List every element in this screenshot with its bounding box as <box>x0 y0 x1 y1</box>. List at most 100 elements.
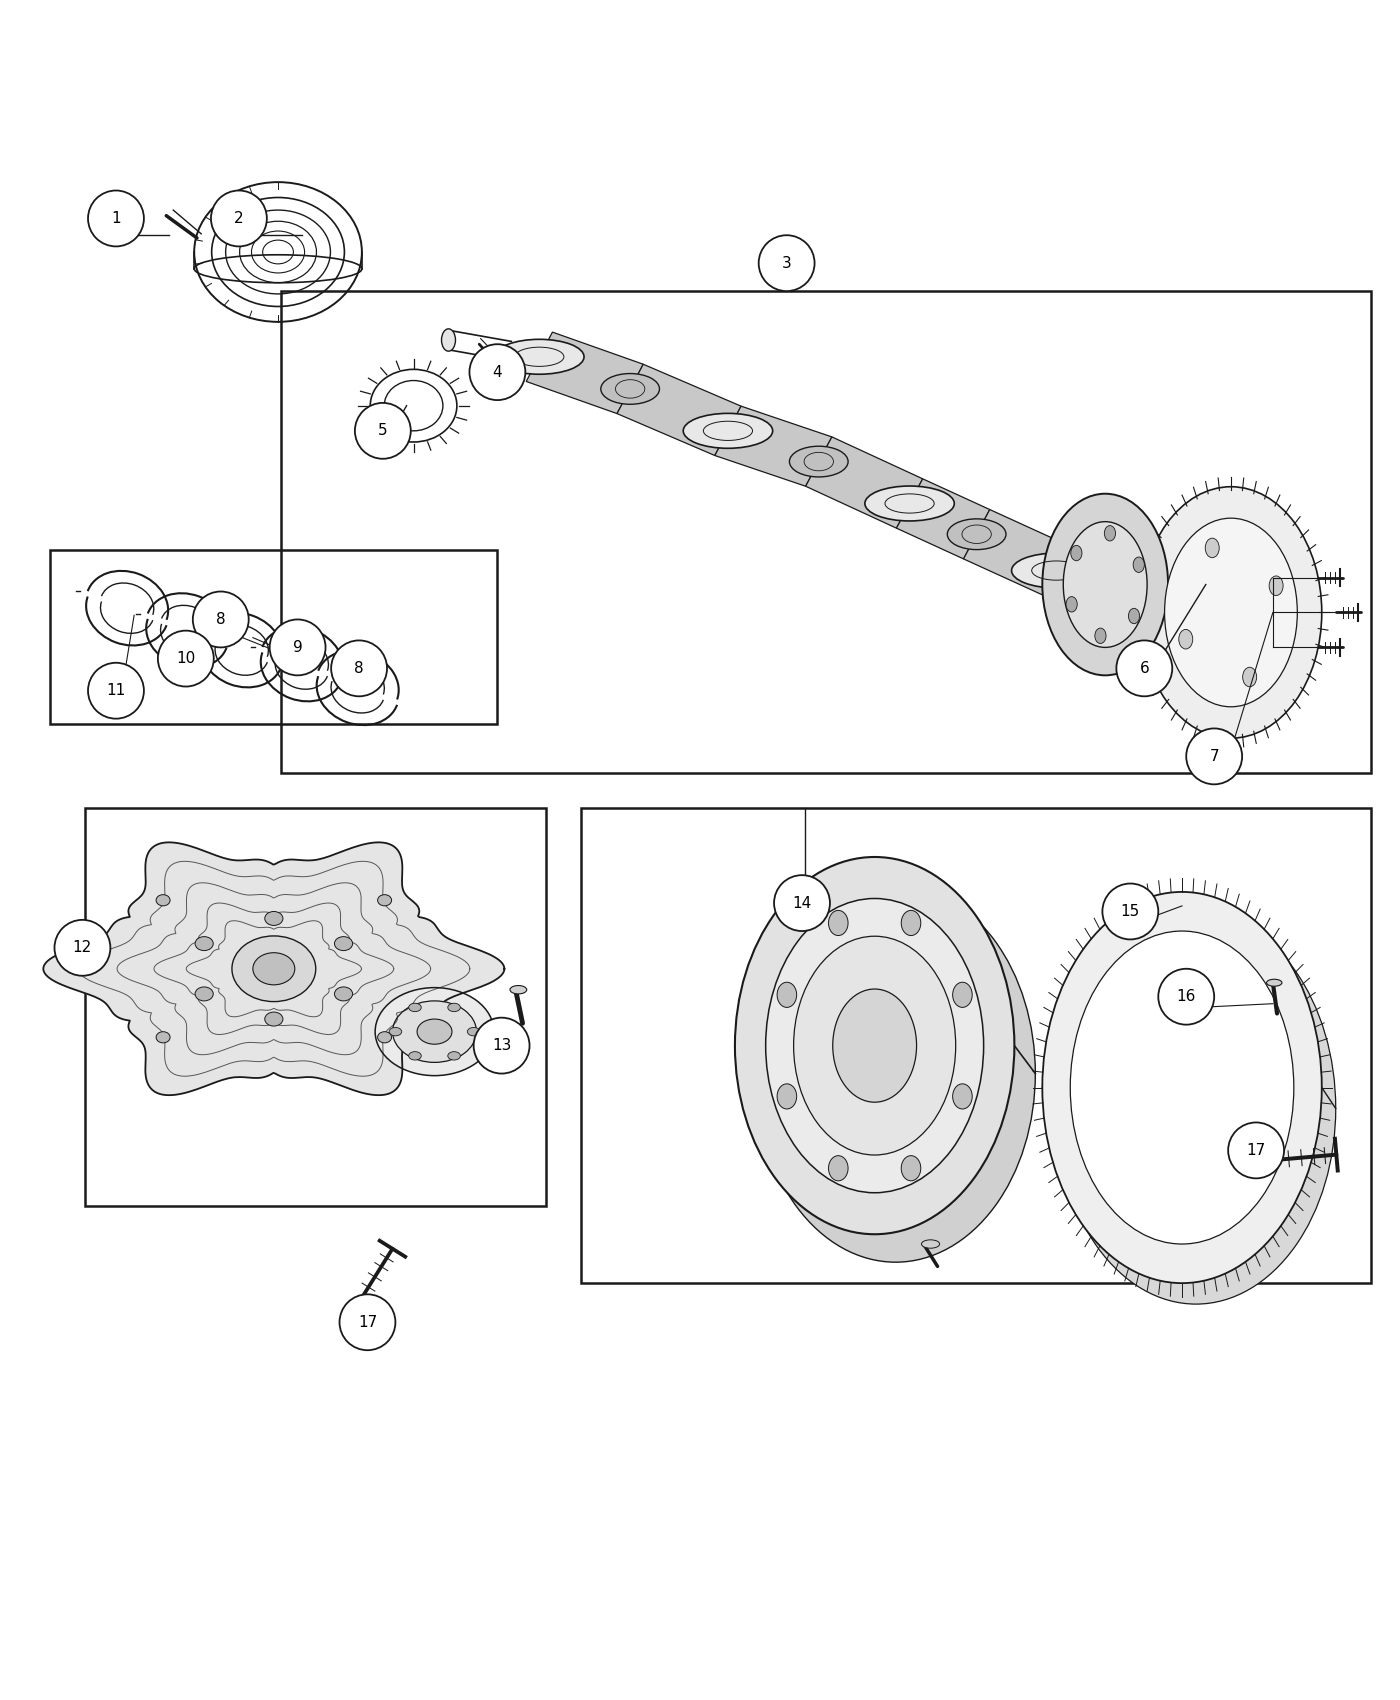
Ellipse shape <box>494 340 584 374</box>
Ellipse shape <box>948 518 1007 549</box>
Polygon shape <box>963 510 1070 595</box>
Text: 4: 4 <box>493 366 503 379</box>
Circle shape <box>354 403 410 459</box>
Ellipse shape <box>1012 552 1100 588</box>
Ellipse shape <box>232 937 316 1001</box>
Ellipse shape <box>417 1018 452 1044</box>
Bar <box>581 808 1371 1284</box>
Circle shape <box>193 592 249 648</box>
Text: 11: 11 <box>106 683 126 699</box>
Ellipse shape <box>157 1032 169 1042</box>
Ellipse shape <box>409 1003 421 1012</box>
Circle shape <box>340 1294 395 1350</box>
Bar <box>50 549 497 724</box>
Ellipse shape <box>253 952 295 984</box>
Ellipse shape <box>601 374 659 405</box>
Ellipse shape <box>409 1052 421 1061</box>
Ellipse shape <box>448 1003 461 1012</box>
Text: 17: 17 <box>358 1314 377 1329</box>
Ellipse shape <box>777 1085 797 1108</box>
Polygon shape <box>715 406 832 486</box>
Circle shape <box>473 1018 529 1074</box>
Ellipse shape <box>756 886 1036 1261</box>
Ellipse shape <box>195 937 213 950</box>
Ellipse shape <box>1267 979 1282 986</box>
Text: 10: 10 <box>176 651 196 666</box>
Ellipse shape <box>1165 518 1298 707</box>
Ellipse shape <box>1071 546 1082 561</box>
Bar <box>85 808 546 1207</box>
Ellipse shape <box>735 857 1015 1234</box>
Polygon shape <box>617 364 741 456</box>
Ellipse shape <box>1205 539 1219 558</box>
Ellipse shape <box>1140 486 1322 738</box>
Text: 17: 17 <box>1246 1142 1266 1158</box>
Text: 8: 8 <box>216 612 225 627</box>
Ellipse shape <box>1105 525 1116 541</box>
Circle shape <box>1186 728 1242 784</box>
Ellipse shape <box>448 1052 461 1061</box>
Text: 5: 5 <box>378 423 388 439</box>
Text: 2: 2 <box>234 211 244 226</box>
Ellipse shape <box>441 328 455 352</box>
Ellipse shape <box>392 1001 476 1062</box>
Text: 6: 6 <box>1140 661 1149 677</box>
Ellipse shape <box>952 983 972 1008</box>
Circle shape <box>88 663 144 719</box>
Text: 16: 16 <box>1176 989 1196 1005</box>
Circle shape <box>469 343 525 400</box>
Circle shape <box>158 631 214 687</box>
Ellipse shape <box>265 1012 283 1027</box>
Ellipse shape <box>1133 558 1144 573</box>
Circle shape <box>270 619 326 675</box>
Circle shape <box>759 235 815 291</box>
Circle shape <box>88 190 144 246</box>
Ellipse shape <box>510 986 526 994</box>
Text: 8: 8 <box>354 661 364 677</box>
Ellipse shape <box>1128 609 1140 624</box>
Ellipse shape <box>794 937 956 1154</box>
Polygon shape <box>896 479 990 559</box>
Ellipse shape <box>683 413 773 449</box>
Ellipse shape <box>265 911 283 925</box>
Text: 14: 14 <box>792 896 812 911</box>
Ellipse shape <box>829 1156 848 1181</box>
Text: 7: 7 <box>1210 750 1219 763</box>
Ellipse shape <box>1043 493 1168 675</box>
Polygon shape <box>43 843 504 1095</box>
Ellipse shape <box>335 937 353 950</box>
Bar <box>281 291 1371 774</box>
Text: 13: 13 <box>491 1039 511 1052</box>
Polygon shape <box>526 332 643 413</box>
Circle shape <box>55 920 111 976</box>
Circle shape <box>1158 969 1214 1025</box>
Ellipse shape <box>1056 913 1336 1304</box>
Ellipse shape <box>378 894 392 906</box>
Ellipse shape <box>375 988 494 1076</box>
Ellipse shape <box>468 1027 480 1035</box>
Text: 12: 12 <box>73 940 92 955</box>
Ellipse shape <box>766 899 984 1193</box>
Text: 15: 15 <box>1121 904 1140 920</box>
Ellipse shape <box>790 445 848 478</box>
Ellipse shape <box>1179 629 1193 649</box>
Text: 9: 9 <box>293 639 302 655</box>
Ellipse shape <box>1270 576 1284 595</box>
Ellipse shape <box>833 989 917 1102</box>
Polygon shape <box>805 437 923 529</box>
Ellipse shape <box>335 988 353 1001</box>
Circle shape <box>1116 641 1172 697</box>
Circle shape <box>332 641 386 697</box>
Ellipse shape <box>829 911 848 935</box>
Ellipse shape <box>777 983 797 1008</box>
Ellipse shape <box>865 486 955 520</box>
Ellipse shape <box>1043 892 1322 1284</box>
Ellipse shape <box>157 894 169 906</box>
Circle shape <box>211 190 267 246</box>
Ellipse shape <box>1063 522 1147 648</box>
Ellipse shape <box>1070 932 1294 1244</box>
Ellipse shape <box>1095 627 1106 644</box>
Circle shape <box>1228 1122 1284 1178</box>
Ellipse shape <box>952 1085 972 1108</box>
Ellipse shape <box>195 988 213 1001</box>
